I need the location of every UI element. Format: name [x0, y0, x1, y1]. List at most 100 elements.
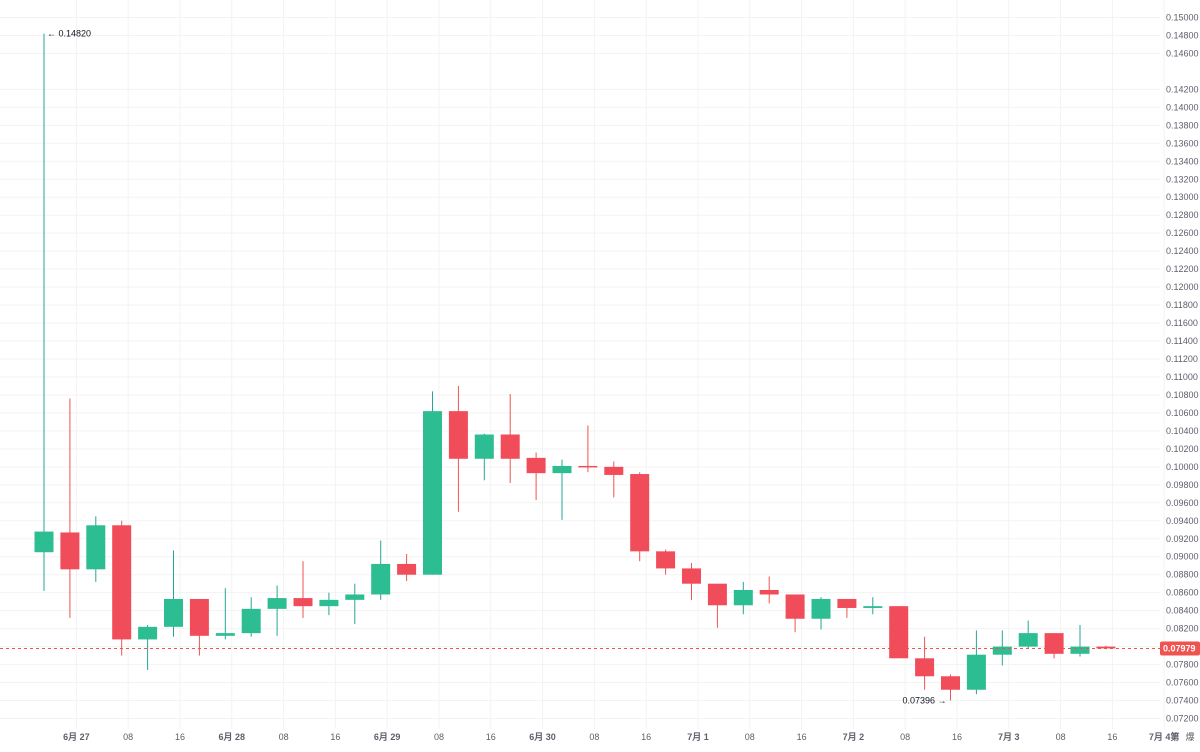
candle-body: [526, 457, 546, 474]
candle-body: [319, 599, 339, 607]
y-tick-label: 0.10000: [1166, 462, 1199, 472]
candle-down: [682, 563, 701, 600]
x-tick-label: 08: [1056, 732, 1066, 742]
y-tick-label: 0.09600: [1166, 498, 1199, 508]
y-tick-label: 0.12400: [1166, 246, 1199, 256]
x-tick-label: 7月 1: [687, 732, 709, 742]
candle-body: [863, 606, 883, 608]
y-tick-label: 0.07600: [1166, 678, 1199, 688]
y-tick-label: 0.12200: [1166, 264, 1199, 274]
candle-body: [241, 608, 261, 634]
y-tick-label: 0.12000: [1166, 282, 1199, 292]
x-tick-label: 6月 28: [219, 732, 246, 742]
y-tick-label: 0.15000: [1166, 12, 1199, 22]
candle-body: [397, 563, 417, 575]
y-tick-label: 0.07400: [1166, 696, 1199, 706]
y-tick-label: 0.10600: [1166, 408, 1199, 418]
candle-up: [1018, 620, 1038, 649]
y-tick-label: 0.13800: [1166, 120, 1199, 130]
x-tick-label: 7月 4第: [1149, 731, 1180, 742]
y-tick-label: 0.14200: [1166, 84, 1199, 94]
x-tick-label: 6月 30: [529, 732, 556, 742]
candle-up: [164, 550, 183, 637]
y-tick-label: 0.13400: [1166, 156, 1199, 166]
x-tick-label: 08: [745, 732, 755, 742]
y-tick-label: 0.14600: [1166, 48, 1199, 58]
candle-down: [397, 554, 417, 581]
candle-up: [1070, 625, 1090, 657]
candle-body: [1018, 633, 1038, 647]
low-price-annotation: 0.07396 →: [902, 696, 946, 706]
candle-body: [138, 626, 158, 640]
candle-body: [992, 646, 1012, 655]
candle-up: [966, 630, 986, 695]
x-tick-label: 08: [123, 732, 133, 742]
candle-body: [785, 594, 805, 619]
x-tick-label: 08: [900, 732, 910, 742]
candle-up: [34, 33, 54, 591]
candle-body: [267, 598, 287, 609]
candle-down: [500, 394, 520, 484]
x-tick-label: 16: [486, 732, 496, 742]
y-tick-label: 0.08800: [1166, 570, 1199, 580]
candle-up: [733, 581, 753, 615]
y-tick-label: 0.07800: [1166, 660, 1199, 670]
candle-body: [1070, 646, 1090, 654]
candle-body: [189, 598, 209, 636]
candle-body: [293, 598, 313, 607]
candle-body: [630, 474, 650, 552]
candle-up: [86, 516, 106, 582]
candle-body: [707, 583, 727, 606]
x-tick-label: 6月 27: [63, 732, 90, 742]
y-tick-label: 0.13000: [1166, 192, 1199, 202]
y-tick-label: 0.11800: [1166, 300, 1198, 310]
y-tick-label: 0.14000: [1166, 102, 1199, 112]
candle-body: [811, 598, 831, 619]
candle-body: [941, 676, 960, 690]
candle-up: [371, 540, 391, 600]
y-tick-label: 0.08200: [1166, 624, 1199, 634]
candle-down: [915, 636, 935, 690]
x-tick-label: 16: [330, 732, 340, 742]
y-tick-label: 0.11200: [1166, 354, 1198, 364]
candle-up: [811, 597, 831, 630]
candle-body: [552, 465, 572, 474]
extreme-annotations: ← 0.14820 0.07396 →: [47, 29, 947, 706]
current-price-tag: [1160, 641, 1200, 656]
candle-down: [785, 594, 805, 633]
candle-body: [500, 434, 520, 459]
candle-up: [992, 630, 1012, 666]
y-tick-label: 0.09200: [1166, 534, 1199, 544]
candle-body: [1044, 633, 1064, 654]
y-tick-label: 0.07200: [1166, 714, 1199, 724]
time-axis[interactable]: 6月 27 08 16 6月 28 08 16 6月 29 08 16 6月 30 08 16 7月 1…: [63, 731, 1194, 742]
candle-down: [889, 606, 909, 659]
y-tick-label: 0.12600: [1166, 228, 1199, 238]
x-tick-label: 16: [175, 732, 185, 742]
candle-body: [112, 525, 132, 640]
candle-down: [60, 398, 80, 618]
y-tick-label: 0.08400: [1166, 606, 1199, 616]
candle-body: [60, 532, 80, 570]
y-tick-label: 0.13200: [1166, 174, 1199, 184]
candle-down: [941, 674, 960, 701]
candle-body: [164, 598, 183, 627]
candle-up: [423, 391, 442, 575]
candle-body: [915, 658, 935, 677]
x-tick-label: 16: [1107, 732, 1117, 742]
y-tick-label: 0.11400: [1166, 336, 1198, 346]
candle-body: [448, 411, 468, 459]
x-axis-trailing-label: 爆: [1185, 731, 1194, 742]
candles-series: [34, 33, 1116, 701]
candle-up: [474, 433, 494, 481]
candle-body: [423, 411, 442, 575]
y-tick-label: 0.12800: [1166, 210, 1199, 220]
y-tick-label: 0.09400: [1166, 516, 1199, 526]
price-axis[interactable]: 0.072000.074000.076000.078000.080000.082…: [1160, 12, 1200, 724]
candle-down: [189, 598, 209, 656]
candle-body: [837, 598, 857, 608]
x-tick-label: 16: [641, 732, 651, 742]
candle-body: [759, 589, 779, 595]
